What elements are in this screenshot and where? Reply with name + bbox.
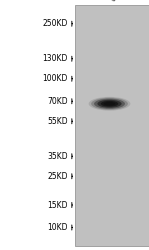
Text: 35KD: 35KD: [47, 152, 68, 161]
Ellipse shape: [91, 98, 128, 110]
Ellipse shape: [97, 100, 122, 108]
Bar: [74, 5, 149, 246]
Ellipse shape: [106, 103, 113, 105]
Text: U-251: U-251: [110, 0, 129, 2]
Ellipse shape: [104, 102, 115, 106]
Text: 130KD: 130KD: [42, 54, 68, 63]
Text: 100KD: 100KD: [42, 74, 68, 83]
Text: 55KD: 55KD: [47, 117, 68, 126]
Text: 250KD: 250KD: [42, 19, 68, 28]
Ellipse shape: [94, 99, 125, 109]
Ellipse shape: [89, 97, 130, 110]
Text: 10KD: 10KD: [47, 223, 68, 232]
Text: 70KD: 70KD: [47, 97, 68, 106]
Text: 15KD: 15KD: [47, 200, 68, 209]
Ellipse shape: [101, 101, 118, 107]
Text: 25KD: 25KD: [47, 172, 68, 181]
